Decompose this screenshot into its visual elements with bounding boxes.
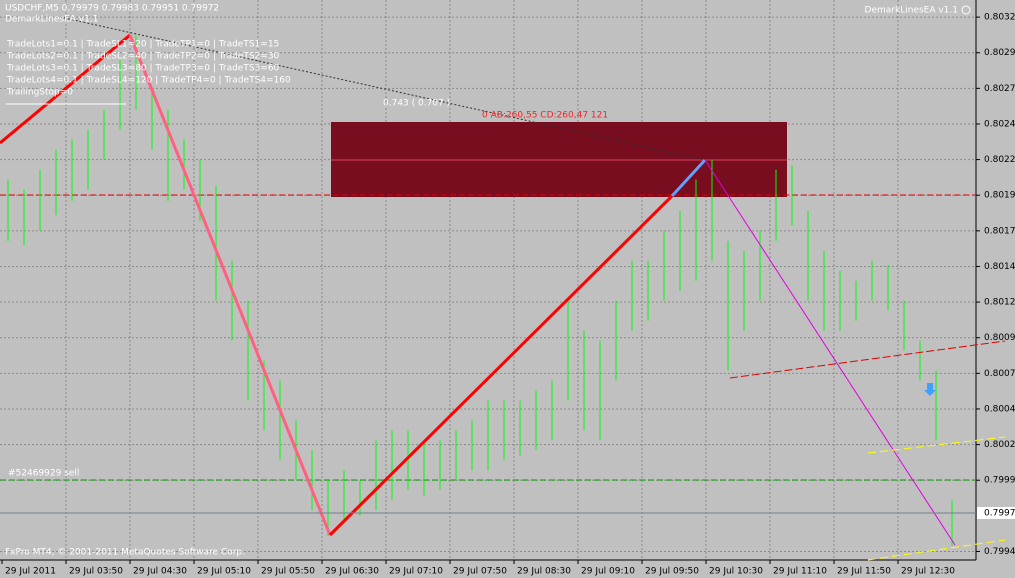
x-tick-label: 29 Jul 09:10 — [581, 567, 635, 577]
y-tick-label: 0.80045 — [984, 404, 1015, 414]
smiley — [961, 5, 971, 15]
x-tick-label: 29 Jul 06:30 — [325, 567, 379, 577]
setting: TradeLots1=0.1 | TradeSL1=20 | TradeTP1=… — [6, 40, 279, 50]
x-tick-label: 29 Jul 07:50 — [453, 567, 507, 577]
ratio-label: 0.743 ( 0.707 ) — [383, 99, 450, 109]
setting: TrailingStop=0 — [6, 88, 73, 98]
zigzag-blue — [670, 158, 707, 198]
zigzag-down — [128, 34, 332, 536]
x-tick-label: 29 Jul 05:10 — [197, 567, 251, 577]
y-tick-label: 0.80195 — [984, 191, 1015, 201]
order-label: #52469929 sell — [8, 469, 79, 479]
ea-name-right: DemarkLinesEA v1.1 — [865, 6, 958, 16]
y-tick-label: 0.79995 — [984, 476, 1015, 486]
demark-line — [729, 340, 1006, 379]
channel-line — [867, 539, 1006, 561]
x-tick-label: 29 Jul 04:30 — [133, 567, 187, 577]
x-tick-label: 29 Jul 07:10 — [389, 567, 443, 577]
setting: TradeLots4=0.1 | TradeSL4=120 | TradeTP4… — [6, 76, 291, 86]
x-tick-label: 29 Jul 11:50 — [837, 567, 891, 577]
zigzag-up — [0, 33, 131, 145]
y-tick-label: 0.80245 — [984, 119, 1015, 129]
channel-line — [867, 436, 1006, 454]
y-tick-label: 0.80145 — [984, 262, 1015, 272]
setting: TradeLots2=0.1 | TradeSL2=40 | TradeTP2=… — [6, 52, 280, 62]
ea-name: DemarkLinesEA v1.1 — [5, 15, 98, 25]
x-tick-label: 29 Jul 10:30 — [709, 567, 763, 577]
x-tick-label: 29 Jul 08:30 — [517, 567, 571, 577]
y-tick-label: 0.80295 — [984, 48, 1015, 58]
x-tick-label: 29 Jul 03:50 — [69, 567, 123, 577]
current-price-box — [977, 506, 1015, 519]
zigzag-up — [328, 194, 674, 537]
x-tick-label: 29 Jul 11:10 — [773, 567, 827, 577]
projection-line — [704, 159, 956, 546]
x-tick-label: 29 Jul 2011 — [5, 567, 56, 577]
y-tick-label: 0.80095 — [984, 333, 1015, 343]
bars — [7, 35, 953, 546]
symbol-line: USDCHF,M5 0.79979 0.79983 0.79951 0.7997… — [5, 4, 219, 14]
pattern-label: 0 AB:260,55 CD:260,47 121 — [482, 111, 608, 121]
setting: TradeLots3=0.1 | TradeSL3=80 | TradeTP3=… — [6, 64, 280, 74]
y-tick-label: 0.79945 — [984, 547, 1015, 557]
x-tick-label: 29 Jul 09:50 — [645, 567, 699, 577]
x-tick-label: 29 Jul 05:50 — [261, 567, 315, 577]
sell-arrow — [924, 383, 936, 396]
x-tick-label: 29 Jul 12:30 — [901, 567, 955, 577]
copyright: FxPro MT4, © 2001-2011 MetaQuotes Softwa… — [5, 548, 245, 558]
current-price-label: 0.79972 — [984, 508, 1015, 518]
